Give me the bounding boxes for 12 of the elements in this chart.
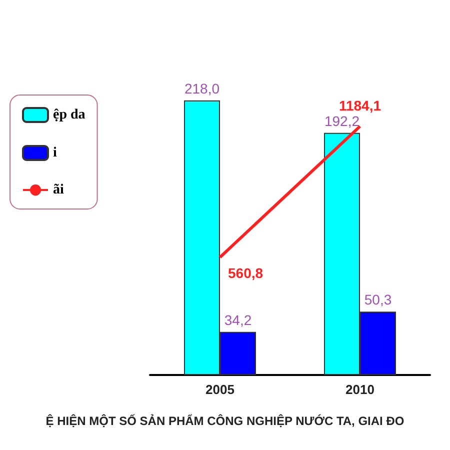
data-label: 34,2 [224, 312, 252, 328]
legend-label: ệp da [53, 108, 86, 122]
x-tick-label: 2010 [346, 382, 374, 397]
data-label: 50,3 [364, 292, 392, 308]
data-label: 218,0 [184, 80, 220, 96]
legend-label: ãi [53, 182, 64, 198]
data-label: 560,8 [228, 265, 264, 282]
data-label: 192,2 [324, 112, 360, 129]
text: Ệ HIỆN MỘT SỐ SẢN PHẨM CÔNG NGHIỆP NƯỚC TA, GIAI ĐO [46, 414, 404, 428]
legend-label: i [53, 146, 57, 160]
data-label: 1184,1 [338, 97, 382, 114]
x-tick-label: 2005 [206, 382, 234, 397]
